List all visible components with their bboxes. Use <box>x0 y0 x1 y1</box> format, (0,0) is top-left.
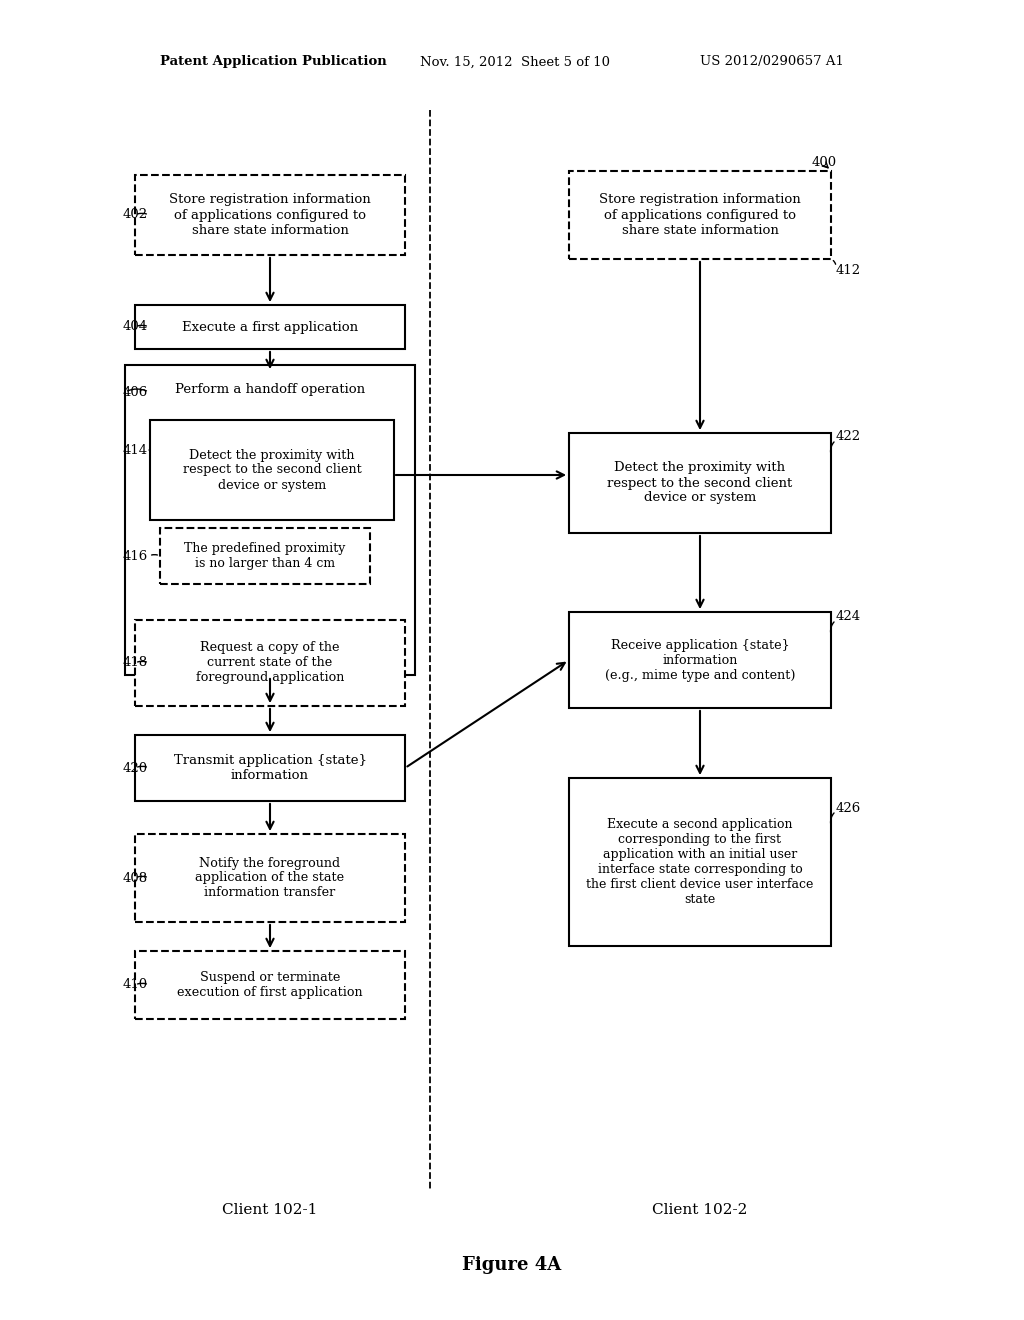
FancyBboxPatch shape <box>135 176 406 255</box>
Text: 424: 424 <box>836 610 861 623</box>
FancyBboxPatch shape <box>135 620 406 706</box>
Text: 422: 422 <box>836 430 861 444</box>
Text: Client 102-1: Client 102-1 <box>222 1203 317 1217</box>
Text: 404: 404 <box>123 321 148 334</box>
Text: Transmit application {state}
information: Transmit application {state} information <box>173 754 367 781</box>
Text: 406: 406 <box>123 385 148 399</box>
Text: US 2012/0290657 A1: US 2012/0290657 A1 <box>700 55 844 69</box>
Text: Figure 4A: Figure 4A <box>463 1257 561 1274</box>
Text: Detect the proximity with
respect to the second client
device or system: Detect the proximity with respect to the… <box>182 449 361 491</box>
Text: 418: 418 <box>123 656 148 669</box>
Text: 420: 420 <box>123 762 148 775</box>
Text: Execute a first application: Execute a first application <box>182 321 358 334</box>
Text: 402: 402 <box>123 209 148 222</box>
FancyBboxPatch shape <box>569 433 831 533</box>
Text: Suspend or terminate
execution of first application: Suspend or terminate execution of first … <box>177 972 362 999</box>
FancyBboxPatch shape <box>125 366 415 675</box>
FancyBboxPatch shape <box>569 777 831 946</box>
Text: The predefined proximity
is no larger than 4 cm: The predefined proximity is no larger th… <box>184 543 346 570</box>
FancyBboxPatch shape <box>150 420 394 520</box>
Text: Receive application {state}
information
(e.g., mime type and content): Receive application {state} information … <box>605 639 796 681</box>
Text: 416: 416 <box>123 549 148 562</box>
FancyBboxPatch shape <box>135 305 406 348</box>
Text: Notify the foreground
application of the state
information transfer: Notify the foreground application of the… <box>196 857 344 899</box>
Text: Nov. 15, 2012  Sheet 5 of 10: Nov. 15, 2012 Sheet 5 of 10 <box>420 55 610 69</box>
FancyBboxPatch shape <box>135 950 406 1019</box>
Text: Request a copy of the
current state of the
foreground application: Request a copy of the current state of t… <box>196 642 344 685</box>
Text: Perform a handoff operation: Perform a handoff operation <box>175 384 366 396</box>
Text: Execute a second application
corresponding to the first
application with an init: Execute a second application correspondi… <box>587 818 814 906</box>
Text: Store registration information
of applications configured to
share state informa: Store registration information of applic… <box>169 194 371 236</box>
FancyBboxPatch shape <box>569 612 831 708</box>
FancyBboxPatch shape <box>135 834 406 921</box>
Text: Detect the proximity with
respect to the second client
device or system: Detect the proximity with respect to the… <box>607 462 793 504</box>
Text: 412: 412 <box>836 264 861 276</box>
Text: Store registration information
of applications configured to
share state informa: Store registration information of applic… <box>599 194 801 236</box>
FancyBboxPatch shape <box>160 528 370 583</box>
Text: 400: 400 <box>812 157 838 169</box>
Text: 410: 410 <box>123 978 148 991</box>
FancyBboxPatch shape <box>135 735 406 801</box>
Text: 408: 408 <box>123 871 148 884</box>
Text: Patent Application Publication: Patent Application Publication <box>160 55 387 69</box>
Text: 414: 414 <box>123 444 148 457</box>
Text: Client 102-2: Client 102-2 <box>652 1203 748 1217</box>
Text: 426: 426 <box>836 801 861 814</box>
FancyBboxPatch shape <box>569 172 831 259</box>
